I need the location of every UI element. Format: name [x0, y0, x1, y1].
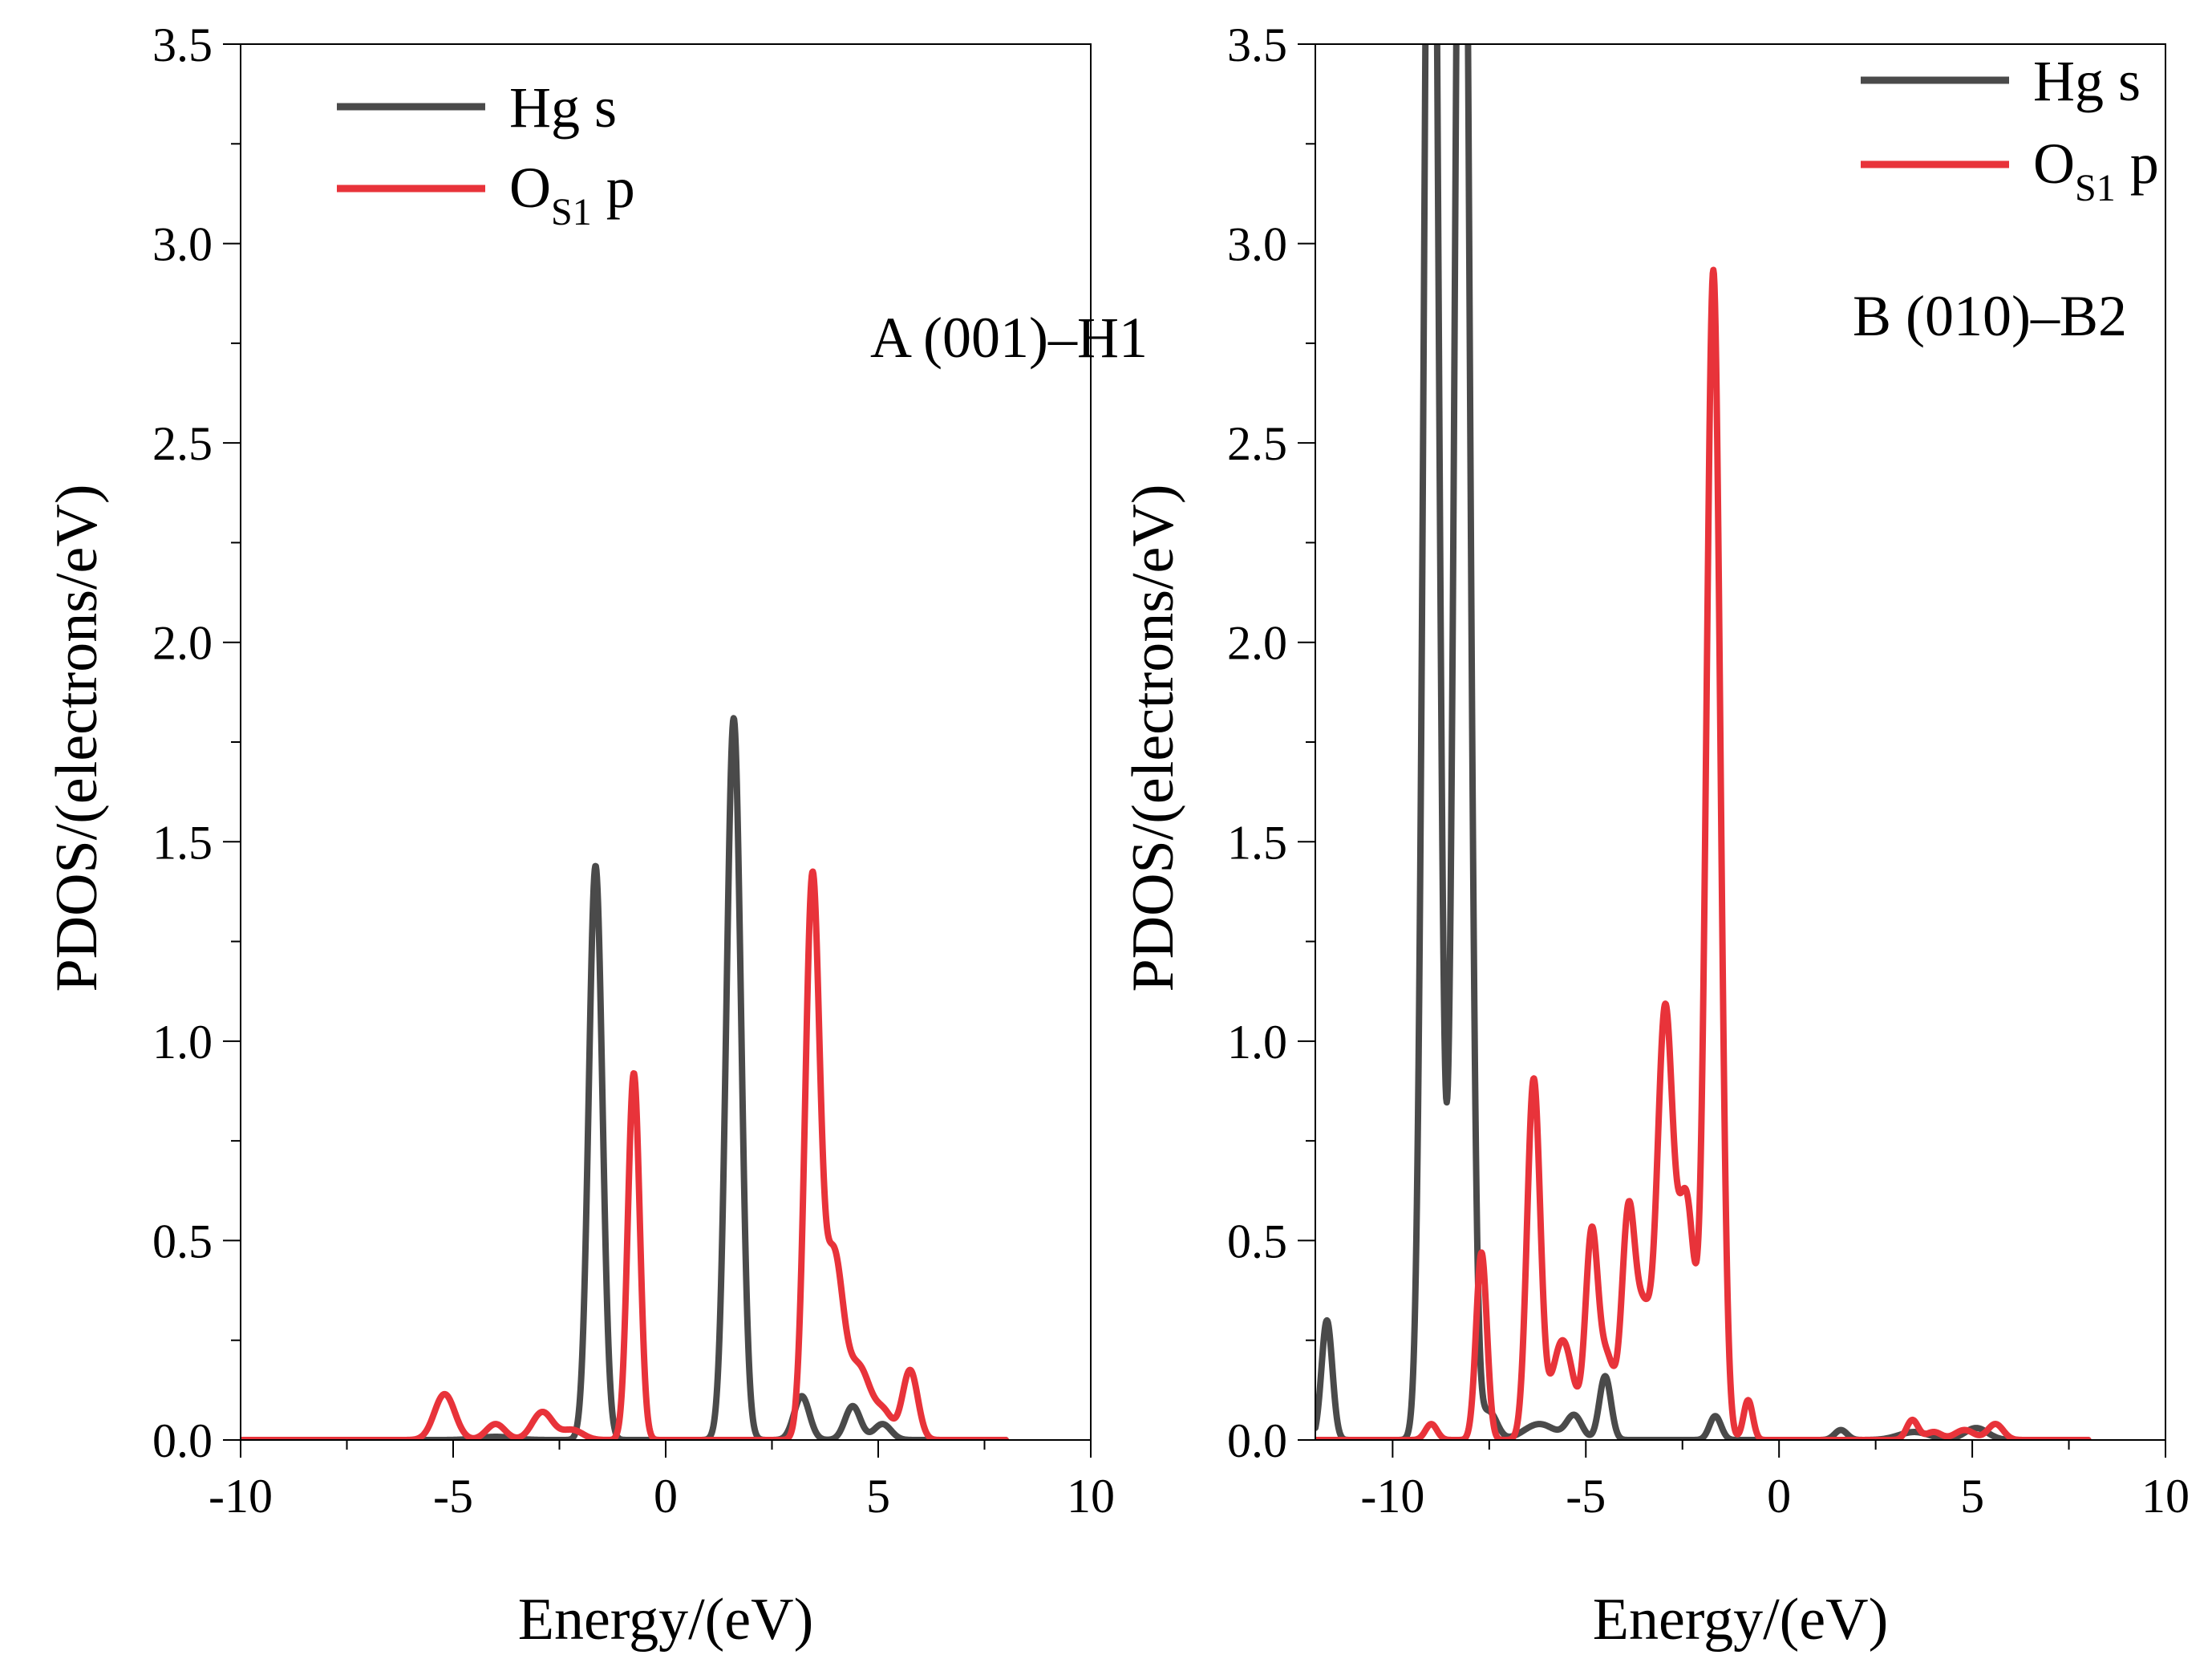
panel-a-y-axis-label: PDOS/(electrons/eV): [44, 485, 110, 992]
x-tick-label: 10: [2141, 1470, 2190, 1523]
series-line-hg-s: [1315, 44, 2092, 1440]
y-tick-label: 3.5: [1227, 18, 1287, 71]
x-tick-label: 10: [1067, 1470, 1115, 1523]
x-tick-label: 0: [1767, 1470, 1791, 1523]
y-tick-label: 3.0: [152, 218, 213, 271]
legend-label-os1-p: OS1 p: [509, 156, 635, 233]
y-tick-label: 2.5: [152, 417, 213, 470]
x-tick-label: 5: [866, 1470, 890, 1523]
legend-label-hg-s: Hg s: [2033, 49, 2141, 113]
x-tick-label: -5: [1566, 1470, 1606, 1523]
panel-a-ticks: -10 -5 0 5 10 0.0 0.5 1.0 1.5 2.0 2.5 3.0 3.5: [152, 18, 1115, 1523]
panel-a-label: A (001)–H1: [870, 306, 1148, 370]
y-tick-label: 2.5: [1227, 417, 1287, 470]
y-tick-label: 3.5: [152, 18, 213, 71]
y-tick-label: 1.0: [152, 1016, 213, 1069]
y-tick-label: 2.0: [152, 617, 213, 670]
y-tick-label: 1.5: [152, 816, 213, 869]
y-tick-label: 2.0: [1227, 617, 1287, 670]
legend-label-hg-s: Hg s: [509, 75, 617, 140]
x-tick-label: 0: [654, 1470, 678, 1523]
panel-a-x-axis-label: Energy/(eV): [518, 1587, 813, 1653]
y-tick-label: 0.5: [1227, 1215, 1287, 1268]
y-tick-label: 1.5: [1227, 816, 1287, 869]
panel-b-ticks: -10 -5 0 5 10 0.0 0.5 1.0 1.5 2.0 2.5 3.0 3.5: [1227, 18, 2190, 1523]
y-tick-label: 1.0: [1227, 1016, 1287, 1069]
y-tick-label: 3.0: [1227, 218, 1287, 271]
x-tick-label: -5: [433, 1470, 473, 1523]
panel-b-series: [1315, 44, 2092, 1440]
y-tick-label: 0.5: [152, 1215, 213, 1268]
x-tick-label: -10: [1360, 1470, 1424, 1523]
series-line-os1-p: [1315, 266, 2092, 1440]
panel-a-series: [241, 715, 1009, 1440]
panel-b-y-axis-label: PDOS/(electrons/eV): [1120, 485, 1186, 992]
panel-b-label: B (010)–B2: [1853, 284, 2127, 348]
x-tick-label: -10: [209, 1470, 273, 1523]
panel-b: -10 -5 0 5 10 0.0 0.5 1.0 1.5 2.0 2.5 3.0 3.5 Energy…: [1120, 18, 2190, 1653]
x-tick-label: 5: [1960, 1470, 1984, 1523]
series-line-os1-p: [241, 868, 1009, 1440]
panel-b-legend: Hg s OS1 p: [1861, 49, 2159, 209]
legend-label-os1-p: OS1 p: [2033, 132, 2159, 209]
panel-b-x-axis-label: Energy/(eV): [1593, 1587, 1888, 1653]
panel-a-legend: Hg s OS1 p: [337, 75, 635, 233]
panel-b-frame: [1315, 43, 2166, 1441]
y-tick-label: 0.0: [152, 1414, 213, 1467]
y-tick-label: 0.0: [1227, 1414, 1287, 1467]
panel-a-frame: [240, 43, 1092, 1441]
panel-a: -10 -5 0 5 10 0.0 0.5 1.0 1.5 2.0 2.5 3.0 3.5 Energy…: [44, 18, 1148, 1653]
